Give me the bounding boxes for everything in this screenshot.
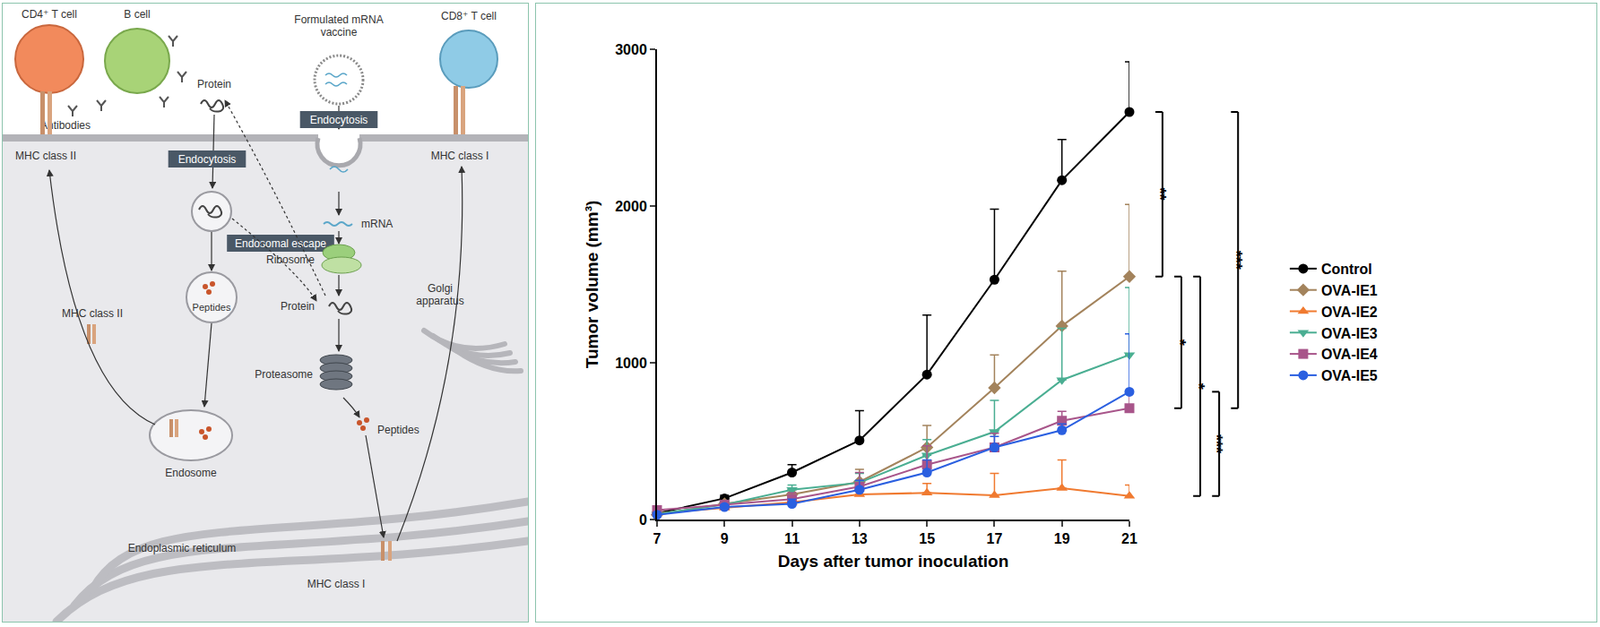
svg-text:1000: 1000 [614, 355, 648, 372]
svg-text:mRNA: mRNA [361, 217, 393, 231]
svg-text:B cell: B cell [123, 8, 150, 21]
svg-text:13: 13 [851, 531, 868, 547]
svg-text:21: 21 [1121, 531, 1138, 547]
svg-text:Formulated mRNA: Formulated mRNA [294, 13, 383, 26]
svg-text:Golgi: Golgi [427, 282, 453, 295]
svg-text:**: ** [1150, 188, 1169, 201]
svg-text:17: 17 [986, 531, 1004, 547]
svg-text:OVA-IE4: OVA-IE4 [1321, 346, 1378, 363]
svg-text:0: 0 [639, 512, 648, 528]
svg-text:15: 15 [918, 531, 935, 547]
svg-text:2000: 2000 [614, 198, 648, 215]
svg-text:Endocytosis: Endocytosis [178, 153, 237, 166]
svg-text:19: 19 [1054, 531, 1071, 547]
svg-text:CD4⁺ T cell: CD4⁺ T cell [21, 8, 78, 21]
svg-text:9: 9 [720, 531, 729, 547]
svg-text:OVA-IE3: OVA-IE3 [1321, 326, 1378, 342]
svg-text:apparatus: apparatus [416, 294, 465, 308]
svg-text:3000: 3000 [614, 42, 648, 58]
svg-text:OVA-IE1: OVA-IE1 [1321, 283, 1378, 299]
svg-text:Antibodies: Antibodies [40, 119, 91, 132]
svg-text:Endocytosis: Endocytosis [310, 113, 369, 127]
svg-text:Days after tumor inoculation: Days after tumor inoculation [778, 552, 1010, 571]
svg-text:CD8⁺ T cell: CD8⁺ T cell [441, 9, 497, 23]
svg-text:7: 7 [653, 531, 662, 547]
svg-text:Tumor volume (mm³): Tumor volume (mm³) [582, 200, 602, 370]
svg-text:Protein: Protein [280, 300, 315, 313]
svg-text:vaccine: vaccine [320, 25, 358, 39]
svg-text:Endosomal escape: Endosomal escape [234, 237, 327, 251]
svg-text:Ribosome: Ribosome [266, 253, 315, 267]
svg-text:Proteasome: Proteasome [254, 368, 313, 381]
svg-text:OVA-IE2: OVA-IE2 [1321, 304, 1378, 320]
svg-text:Control: Control [1321, 261, 1373, 277]
svg-text:MHC class I: MHC class I [431, 149, 490, 163]
svg-text:Peptides: Peptides [377, 423, 420, 437]
svg-text:*: * [1170, 339, 1189, 346]
svg-text:MHC class I: MHC class I [307, 578, 366, 591]
svg-text:***: *** [1227, 250, 1246, 270]
svg-text:Protein: Protein [197, 77, 232, 91]
svg-text:Endosome: Endosome [164, 467, 217, 480]
svg-text:Peptides: Peptides [192, 302, 232, 313]
svg-text:Endoplasmic reticulum: Endoplasmic reticulum [128, 542, 237, 555]
svg-text:MHC class II: MHC class II [15, 149, 77, 163]
svg-text:11: 11 [784, 531, 800, 547]
svg-text:MHC class II: MHC class II [61, 307, 123, 320]
svg-text:OVA-IE5: OVA-IE5 [1321, 368, 1378, 384]
svg-text:***: *** [1207, 434, 1226, 454]
svg-text:*: * [1189, 383, 1208, 390]
